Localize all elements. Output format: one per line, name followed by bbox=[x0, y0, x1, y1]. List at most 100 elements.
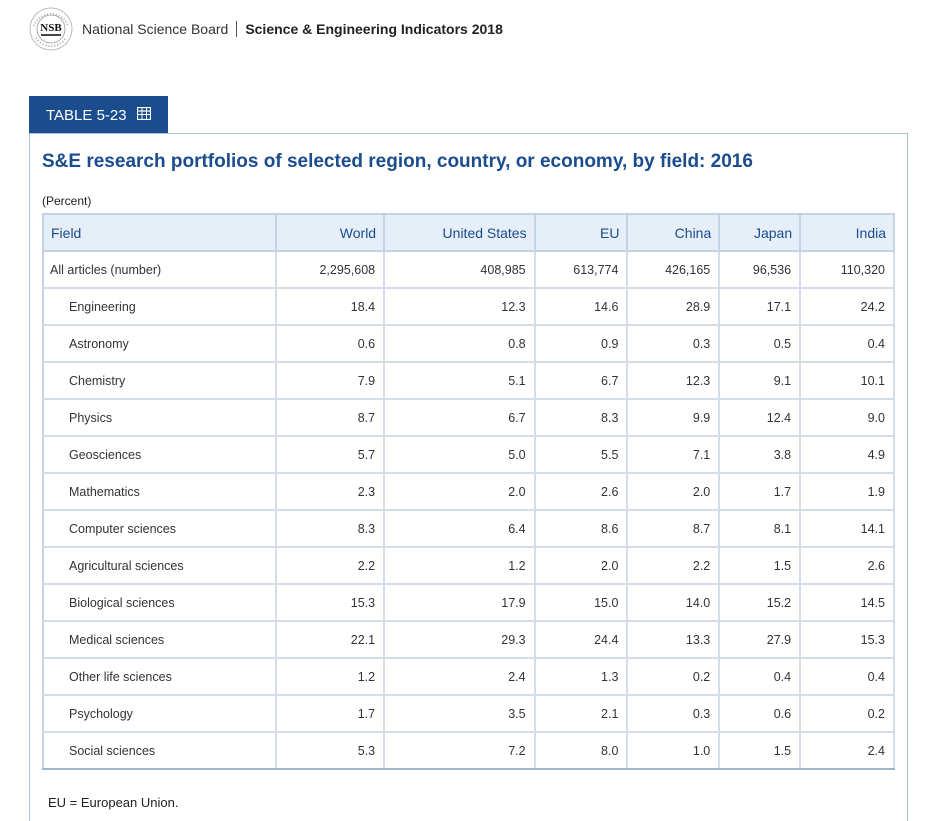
table-row: Social sciences 5.3 7.2 8.0 1.0 1.5 2.4 bbox=[41, 731, 895, 770]
table-cell: 0.9 bbox=[533, 324, 629, 363]
table-cell: 5.1 bbox=[383, 361, 536, 400]
table-row: All articles (number) 2,295,608 408,985 613… bbox=[41, 250, 895, 289]
table-cell: 14.1 bbox=[799, 509, 895, 548]
row-label: Mathematics bbox=[41, 472, 278, 511]
table-row: Geosciences 5.7 5.0 5.5 7.1 3.8 4.9 bbox=[41, 435, 895, 474]
table-cell: 15.0 bbox=[533, 583, 629, 622]
table-cell: 1.0 bbox=[626, 731, 721, 770]
table-cell: 9.0 bbox=[799, 398, 895, 437]
row-label: Geosciences bbox=[41, 435, 278, 474]
table-cell: 8.7 bbox=[626, 509, 721, 548]
table-cell: 2.1 bbox=[533, 694, 629, 733]
table-cell: 14.0 bbox=[626, 583, 721, 622]
table-cell: 13.3 bbox=[626, 620, 721, 659]
row-label: Computer sciences bbox=[41, 509, 278, 548]
table-cell: 3.8 bbox=[718, 435, 802, 474]
table-row: Chemistry 7.9 5.1 6.7 12.3 9.1 10.1 bbox=[41, 361, 895, 400]
table-cell: 0.8 bbox=[383, 324, 536, 363]
table-row: Agricultural sciences 2.2 1.2 2.0 2.2 1.5 2.6 bbox=[41, 546, 895, 585]
table-cell: 2,295,608 bbox=[275, 250, 386, 289]
row-label: Chemistry bbox=[41, 361, 278, 400]
table-cell: 2.0 bbox=[383, 472, 536, 511]
table-cell: 408,985 bbox=[383, 250, 536, 289]
column-header: Field bbox=[41, 213, 278, 252]
table-cell: 3.5 bbox=[383, 694, 536, 733]
table-cell: 1.3 bbox=[533, 657, 629, 696]
table-tab[interactable]: TABLE 5-23 bbox=[29, 96, 168, 134]
table-cell: 27.9 bbox=[718, 620, 802, 659]
row-label: Psychology bbox=[41, 694, 278, 733]
table-title: S&E research portfolios of selected regi… bbox=[42, 151, 753, 172]
table-cell: 613,774 bbox=[533, 250, 629, 289]
table-cell: 22.1 bbox=[275, 620, 386, 659]
table-cell: 5.7 bbox=[275, 435, 386, 474]
table-cell: 7.1 bbox=[626, 435, 721, 474]
table-cell: 1.9 bbox=[799, 472, 895, 511]
table-cell: 426,165 bbox=[626, 250, 721, 289]
row-label: Engineering bbox=[41, 287, 278, 326]
table-cell: 2.6 bbox=[799, 546, 895, 585]
column-header: World bbox=[275, 213, 386, 252]
data-table: Field World United States EU China Japan India… bbox=[41, 213, 895, 770]
table-cell: 24.4 bbox=[533, 620, 629, 659]
table-cell: 8.1 bbox=[718, 509, 802, 548]
nsb-seal-icon[interactable]: NSB bbox=[28, 6, 74, 52]
column-header: United States bbox=[383, 213, 536, 252]
table-note: EU = European Union. bbox=[48, 795, 179, 810]
table-cell: 6.7 bbox=[533, 361, 629, 400]
table-cell: 28.9 bbox=[626, 287, 721, 326]
header-text: National Science Board Science & Enginee… bbox=[82, 21, 503, 37]
table-cell: 12.3 bbox=[383, 287, 536, 326]
table-cell: 9.1 bbox=[718, 361, 802, 400]
table-cell: 15.3 bbox=[275, 583, 386, 622]
column-header: EU bbox=[533, 213, 629, 252]
table-cell: 8.6 bbox=[533, 509, 629, 548]
table-cell: 2.0 bbox=[533, 546, 629, 585]
table-cell: 8.0 bbox=[533, 731, 629, 770]
table-cell: 2.4 bbox=[799, 731, 895, 770]
table-cell: 4.9 bbox=[799, 435, 895, 474]
table-cell: 8.7 bbox=[275, 398, 386, 437]
table-cell: 2.2 bbox=[275, 546, 386, 585]
table-cell: 0.2 bbox=[626, 657, 721, 696]
table-cell: 9.9 bbox=[626, 398, 721, 437]
report-name[interactable]: Science & Engineering Indicators 2018 bbox=[245, 21, 503, 37]
table-cell: 0.4 bbox=[718, 657, 802, 696]
table-row: Astronomy 0.6 0.8 0.9 0.3 0.5 0.4 bbox=[41, 324, 895, 363]
row-label: Social sciences bbox=[41, 731, 278, 770]
org-name[interactable]: National Science Board bbox=[82, 21, 229, 37]
table-cell: 1.7 bbox=[718, 472, 802, 511]
row-label: Astronomy bbox=[41, 324, 278, 363]
table-cell: 2.4 bbox=[383, 657, 536, 696]
table-cell: 110,320 bbox=[799, 250, 895, 289]
table-cell: 0.3 bbox=[626, 324, 721, 363]
table-cell: 5.0 bbox=[383, 435, 536, 474]
table-cell: 29.3 bbox=[383, 620, 536, 659]
table-cell: 7.2 bbox=[383, 731, 536, 770]
table-cell: 5.5 bbox=[533, 435, 629, 474]
site-header: NSB National Science Board Science & Eng… bbox=[28, 6, 503, 52]
table-cell: 0.2 bbox=[799, 694, 895, 733]
table-cell: 15.2 bbox=[718, 583, 802, 622]
row-label: Medical sciences bbox=[41, 620, 278, 659]
row-label: Physics bbox=[41, 398, 278, 437]
table-cell: 8.3 bbox=[275, 509, 386, 548]
table-cell: 1.5 bbox=[718, 546, 802, 585]
table-unit: (Percent) bbox=[42, 194, 92, 208]
row-label: All articles (number) bbox=[41, 250, 278, 289]
table-cell: 8.3 bbox=[533, 398, 629, 437]
table-cell: 0.5 bbox=[718, 324, 802, 363]
table-cell: 6.7 bbox=[383, 398, 536, 437]
table-header-row: Field World United States EU China Japan India bbox=[41, 213, 895, 252]
tab-label: TABLE 5-23 bbox=[46, 106, 127, 124]
table-cell: 2.0 bbox=[626, 472, 721, 511]
row-label: Biological sciences bbox=[41, 583, 278, 622]
table-cell: 12.3 bbox=[626, 361, 721, 400]
table-cell: 12.4 bbox=[718, 398, 802, 437]
table-cell: 15.3 bbox=[799, 620, 895, 659]
row-label: Other life sciences bbox=[41, 657, 278, 696]
table-cell: 7.9 bbox=[275, 361, 386, 400]
row-label: Agricultural sciences bbox=[41, 546, 278, 585]
table-cell: 2.2 bbox=[626, 546, 721, 585]
table-cell: 2.6 bbox=[533, 472, 629, 511]
